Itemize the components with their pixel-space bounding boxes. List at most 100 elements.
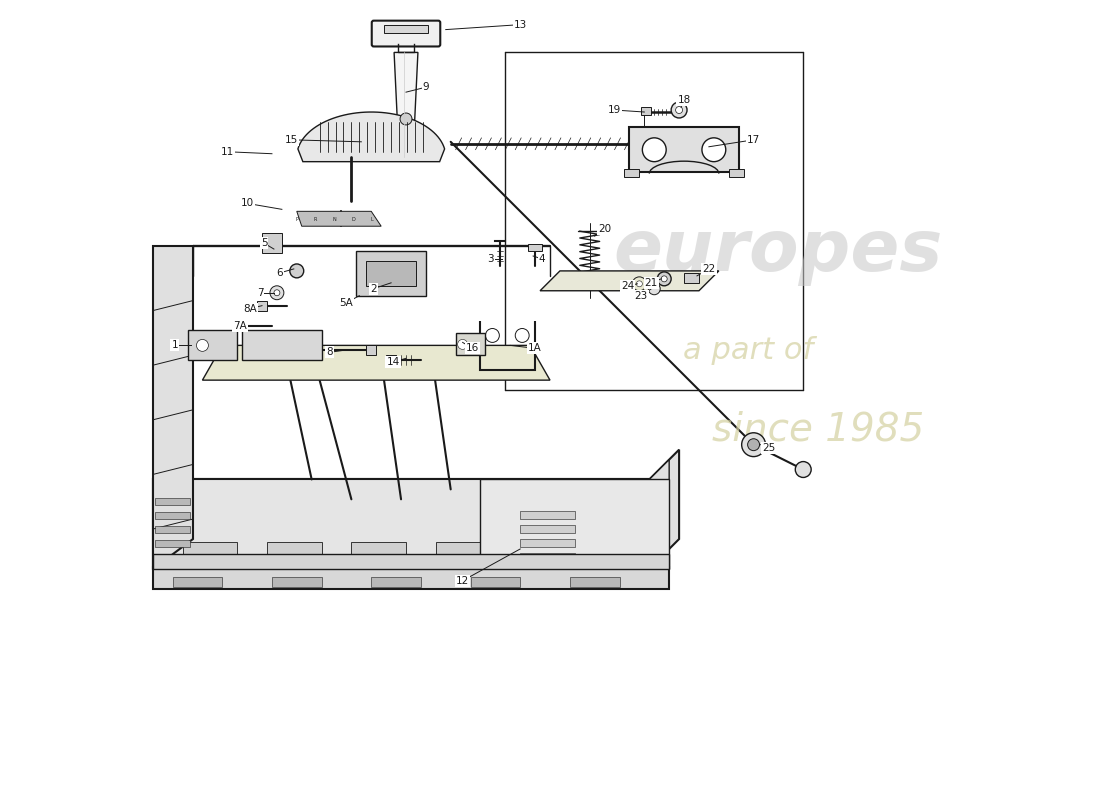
Circle shape	[658, 272, 671, 286]
Text: R: R	[314, 217, 317, 222]
Bar	[272, 577, 321, 586]
Bar	[366, 346, 376, 355]
Text: a part of: a part of	[683, 336, 814, 365]
Circle shape	[642, 138, 667, 162]
Bar	[183, 542, 238, 564]
Text: 5A: 5A	[340, 298, 353, 308]
Bar	[528, 244, 542, 251]
Text: 20: 20	[598, 224, 612, 234]
Text: 7: 7	[256, 288, 263, 298]
Bar	[471, 577, 520, 586]
Circle shape	[400, 113, 412, 125]
Text: 8: 8	[327, 347, 333, 358]
Bar	[242, 330, 321, 360]
Text: 14: 14	[386, 358, 399, 367]
Bar	[153, 479, 649, 569]
Circle shape	[274, 290, 279, 296]
Bar	[302, 558, 330, 566]
Text: D: D	[352, 217, 355, 222]
Bar	[351, 542, 406, 564]
Text: N: N	[332, 217, 337, 222]
Bar	[520, 539, 575, 547]
Bar	[155, 498, 189, 506]
Bar	[536, 558, 564, 566]
Bar	[728, 169, 744, 177]
Circle shape	[671, 102, 688, 118]
Polygon shape	[298, 112, 444, 162]
Text: 24: 24	[620, 281, 634, 290]
Circle shape	[661, 276, 668, 282]
Polygon shape	[153, 246, 192, 569]
Text: 5: 5	[261, 238, 267, 248]
Circle shape	[702, 138, 726, 162]
Bar	[155, 554, 189, 561]
Text: 4: 4	[539, 254, 546, 264]
Polygon shape	[297, 211, 382, 226]
Bar	[173, 577, 222, 586]
Circle shape	[270, 286, 284, 300]
Bar	[153, 554, 669, 569]
Ellipse shape	[399, 154, 412, 159]
Polygon shape	[153, 479, 649, 569]
Bar	[267, 542, 321, 564]
Text: 3: 3	[487, 254, 494, 264]
Text: 11: 11	[221, 146, 234, 157]
Circle shape	[648, 283, 660, 294]
Text: 2: 2	[370, 284, 376, 294]
Bar	[155, 540, 189, 547]
Circle shape	[637, 281, 642, 286]
Bar	[350, 558, 377, 566]
Circle shape	[795, 462, 811, 478]
Bar	[155, 526, 189, 533]
Text: 9: 9	[422, 82, 429, 92]
Text: 10: 10	[241, 198, 254, 208]
Circle shape	[748, 438, 759, 450]
Bar	[372, 577, 421, 586]
Bar	[684, 273, 699, 283]
Bar	[455, 334, 485, 355]
Bar	[436, 542, 491, 564]
Text: 7A: 7A	[233, 321, 248, 330]
Bar	[262, 233, 282, 253]
Text: 13: 13	[514, 20, 527, 30]
Bar	[520, 525, 575, 533]
Bar	[520, 542, 575, 564]
Polygon shape	[649, 450, 679, 569]
Text: 21: 21	[645, 278, 658, 288]
Circle shape	[675, 106, 683, 114]
Polygon shape	[629, 127, 739, 171]
Bar	[384, 25, 428, 33]
Bar	[209, 558, 238, 566]
Bar	[481, 479, 669, 569]
Text: 12: 12	[456, 576, 470, 586]
Text: 6: 6	[276, 268, 283, 278]
Bar	[520, 511, 575, 519]
Bar	[256, 558, 284, 566]
Bar	[396, 558, 424, 566]
Polygon shape	[540, 271, 718, 290]
Circle shape	[485, 329, 499, 342]
Text: 1: 1	[172, 340, 178, 350]
Bar	[583, 558, 610, 566]
Bar	[386, 355, 396, 366]
Bar	[442, 558, 471, 566]
Polygon shape	[394, 53, 418, 157]
Circle shape	[458, 339, 468, 350]
Bar	[187, 330, 238, 360]
FancyBboxPatch shape	[372, 21, 440, 46]
Circle shape	[632, 277, 647, 290]
Bar	[625, 169, 639, 177]
Bar	[520, 553, 575, 561]
Bar	[257, 301, 267, 310]
Circle shape	[741, 433, 766, 457]
Text: L: L	[371, 217, 374, 222]
Text: 1A: 1A	[528, 343, 542, 354]
Bar	[366, 261, 416, 286]
Polygon shape	[202, 346, 550, 380]
Bar	[153, 557, 649, 569]
Text: 16: 16	[466, 343, 480, 354]
Circle shape	[289, 264, 304, 278]
Text: 23: 23	[635, 290, 648, 301]
Circle shape	[515, 329, 529, 342]
Text: 25: 25	[762, 442, 776, 453]
